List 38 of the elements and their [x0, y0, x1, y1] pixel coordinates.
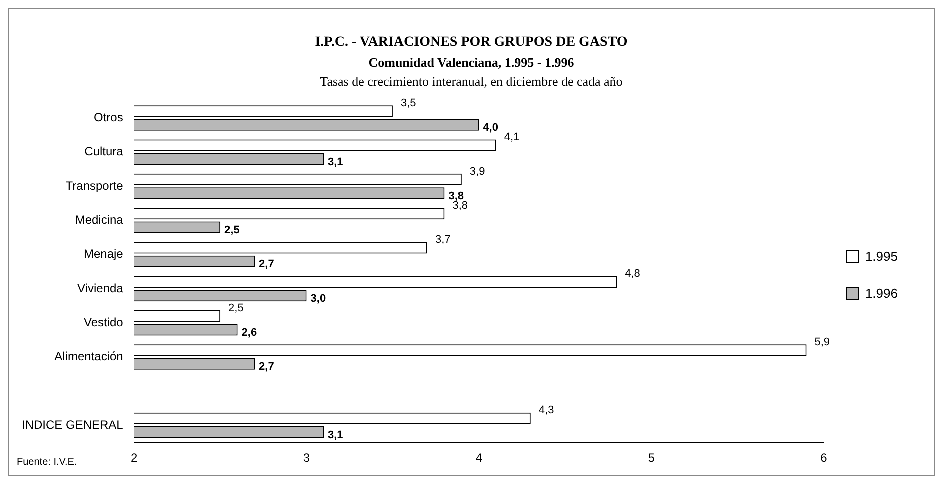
- chart-title: I.P.C. - VARIACIONES POR GRUPOS DE GASTO: [314, 35, 629, 51]
- data-label: 4,3: [538, 404, 554, 417]
- y-tick-label: Cultura: [84, 144, 124, 159]
- data-label: 2,5: [224, 224, 240, 237]
- y-tick-label: Alimentación: [54, 350, 124, 364]
- x-tick-label: 4: [476, 451, 483, 466]
- y-tick-label: Transporte: [66, 178, 124, 193]
- y-tick-label: Vestido: [84, 315, 124, 330]
- source-note: Fuente: I.V.E.: [17, 457, 78, 468]
- data-label: 2,6: [242, 326, 258, 339]
- data-label: 3,9: [470, 166, 486, 178]
- data-label: 5,9: [814, 336, 830, 348]
- data-label: 2,7: [259, 258, 274, 271]
- x-tick-label: 3: [303, 451, 310, 466]
- data-label: 3,1: [328, 156, 344, 168]
- y-tick-label: Menaje: [84, 247, 124, 262]
- data-label: 3,7: [435, 234, 451, 246]
- text: 1.995: [865, 249, 898, 264]
- legend-label: 1.996: [865, 286, 898, 301]
- data-label: 4,0: [483, 122, 498, 134]
- data-label: 3,5: [400, 97, 416, 110]
- data-label: 3,8: [452, 200, 468, 212]
- x-tick-label: 2: [131, 451, 138, 466]
- data-label: 3,0: [310, 292, 326, 305]
- x-tick-label: 6: [820, 451, 828, 466]
- y-tick-label: Otros: [94, 110, 124, 125]
- y-tick-label: INDICE GENERAL: [22, 418, 124, 432]
- data-label: 4,1: [504, 132, 520, 144]
- x-tick-label: 5: [648, 451, 656, 466]
- data-label: 4,8: [625, 268, 640, 280]
- data-label: 3,1: [328, 429, 344, 442]
- y-tick-label: Medicina: [75, 213, 124, 228]
- data-label: 2,7: [259, 361, 274, 374]
- y-tick-label: Vivienda: [78, 281, 124, 296]
- chart-subtitle: Comunidad Valenciana, 1.995 - 1.996: [368, 55, 576, 71]
- text: Tasas de crecimiento interanual, en diciembre de cada año: [319, 74, 624, 90]
- data-label: 3,8: [448, 190, 464, 202]
- data-label: 2,5: [228, 302, 244, 314]
